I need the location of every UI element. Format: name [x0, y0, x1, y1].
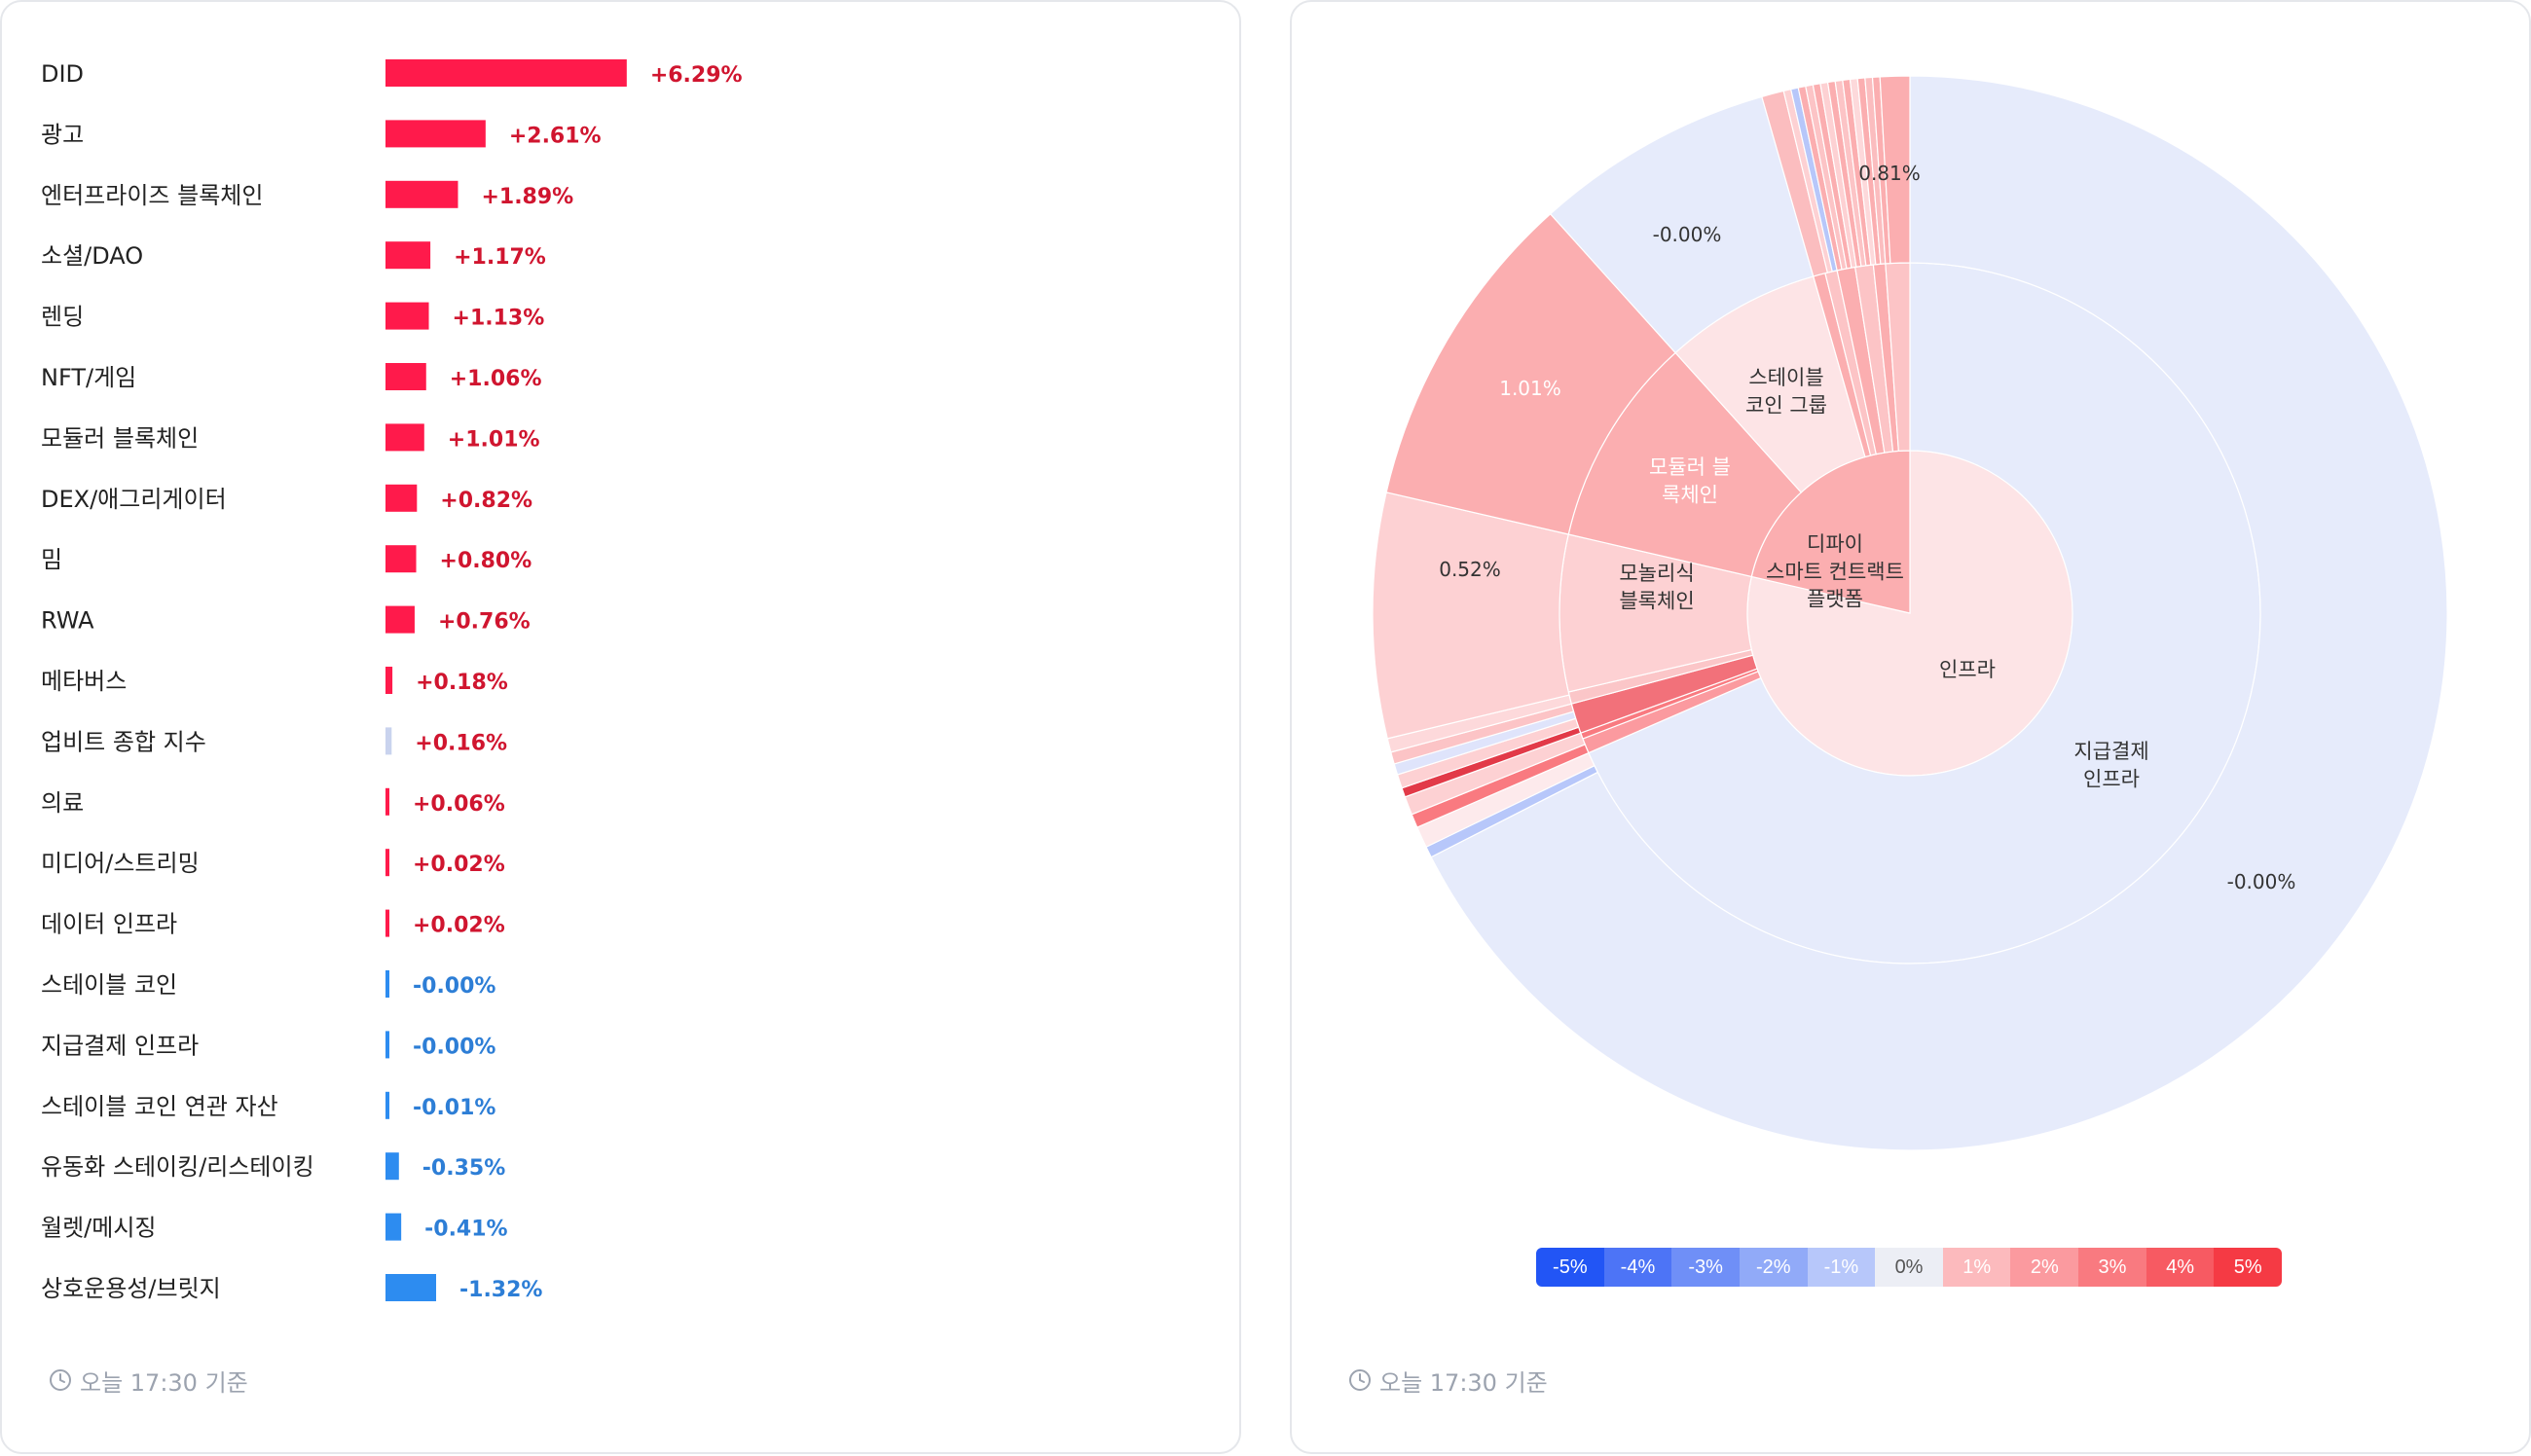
color-scale-step: -5%	[1536, 1248, 1604, 1287]
bar-mark[interactable]	[385, 667, 393, 694]
bar-category-label: 렌딩	[41, 304, 84, 331]
bar-mark[interactable]	[385, 363, 426, 390]
sunburst-middle-label: 모듈러 블 록체인	[1649, 455, 1731, 506]
bar-category-label: 월렛/메시징	[41, 1215, 157, 1242]
color-scale-step: 1%	[1942, 1248, 2011, 1287]
bar-mark[interactable]	[385, 970, 389, 998]
bar-value-label: +0.02%	[413, 914, 505, 938]
sunburst-outer-label: -0.00%	[2227, 870, 2296, 893]
bar-category-label: 스테이블 코인	[41, 971, 177, 999]
bar-mark[interactable]	[385, 545, 417, 573]
sunburst-middle-label: 스테이블 코인 그룹	[1745, 366, 1827, 417]
bar-value-label: +0.06%	[413, 792, 505, 817]
sunburst-outer-segment[interactable]	[1372, 491, 1570, 740]
bar-mark[interactable]	[385, 727, 392, 755]
sector-bar-panel: DID +6.29% 광고 +2.61% 엔터프라이즈 블록체인 +1.89% 소셜/DAO…	[0, 0, 1241, 1454]
bar-mark[interactable]	[385, 302, 429, 330]
bar-mark[interactable]	[385, 180, 459, 208]
bar-category-label: 미디어/스트리밍	[41, 850, 200, 877]
bar-mark[interactable]	[385, 1274, 437, 1301]
bar-category-label: 상호운용성/브릿지	[41, 1275, 221, 1302]
bar-value-label: +0.16%	[415, 731, 507, 755]
bar-category-label: 엔터프라이즈 블록체인	[41, 182, 263, 209]
color-scale-legend: -5% -4% -3% -2% -1% 0% 1% 2% 3% 4% 5%	[1536, 1248, 2282, 1287]
bar-category-label: 의료	[41, 789, 84, 817]
bar-value-label: +0.80%	[440, 549, 532, 573]
sunburst-inner-label: 인프라	[1939, 658, 1996, 681]
clock-icon	[50, 1369, 71, 1391]
right-timestamp: 오늘 17:30 기준	[1348, 1361, 1548, 1400]
bar-value-label: -0.00%	[413, 974, 495, 999]
bar-category-label: DID	[41, 60, 84, 88]
bar-value-label: -0.00%	[413, 1035, 495, 1059]
bar-mark[interactable]	[385, 1031, 389, 1059]
bar-mark[interactable]	[385, 787, 389, 816]
bar-value-label: +6.29%	[650, 63, 743, 88]
color-scale-step: 0%	[1875, 1248, 1943, 1287]
bar-value-label: +0.02%	[413, 853, 505, 877]
bar-mark[interactable]	[385, 1213, 402, 1241]
sunburst-outer-label: 0.52%	[1439, 558, 1501, 581]
sunburst-outer-label: 0.81%	[1858, 162, 1921, 185]
bar-value-label: +1.01%	[448, 427, 540, 452]
bar-mark[interactable]	[385, 59, 627, 87]
right-timestamp-text: 오늘 17:30 기준	[1379, 1368, 1548, 1397]
bar-category-label: RWA	[41, 607, 94, 635]
sector-bar-chart: DID +6.29% 광고 +2.61% 엔터프라이즈 블록체인 +1.89% 소셜/DAO…	[41, 59, 743, 1302]
bar-value-label: +0.18%	[416, 671, 508, 695]
clock-icon	[1349, 1369, 1371, 1391]
bar-value-label: +1.89%	[481, 185, 573, 209]
bar-value-label: +1.17%	[454, 245, 546, 270]
bar-category-label: 광고	[41, 121, 84, 148]
bar-category-label: 데이터 인프라	[41, 911, 177, 938]
left-timestamp-text: 오늘 17:30 기준	[80, 1368, 248, 1397]
bar-category-label: 메타버스	[41, 668, 127, 695]
bar-category-label: 소셜/DAO	[41, 242, 143, 270]
sunburst-outer-label: 1.01%	[1499, 377, 1561, 400]
bar-category-label: 업비트 종합 지수	[41, 728, 206, 755]
bar-category-label: NFT/게임	[41, 364, 136, 391]
sunburst-outer-segment[interactable]	[1879, 75, 1911, 265]
sunburst-middle-label: 모놀리식 블록체인	[1619, 562, 1694, 612]
color-scale-step: -2%	[1739, 1248, 1808, 1287]
bar-category-label: 모듈러 블록체인	[41, 424, 199, 452]
bar-value-label: +1.13%	[453, 307, 545, 331]
bar-mark[interactable]	[385, 849, 389, 877]
color-scale-step: -3%	[1671, 1248, 1740, 1287]
color-scale-step: 3%	[2078, 1248, 2146, 1287]
bar-mark[interactable]	[385, 241, 431, 270]
bar-category-label: DEX/애그리게이터	[41, 486, 227, 513]
color-scale-step: 2%	[2010, 1248, 2079, 1287]
color-scale-step: 4%	[2146, 1248, 2215, 1287]
bar-mark[interactable]	[385, 120, 486, 148]
bar-category-label: 유동화 스테이킹/리스테이킹	[41, 1153, 314, 1181]
bar-value-label: -1.32%	[459, 1278, 542, 1302]
bar-category-label: 밈	[41, 546, 62, 573]
color-scale-step: -4%	[1603, 1248, 1672, 1287]
bar-mark[interactable]	[385, 1091, 389, 1119]
bar-value-label: -0.01%	[413, 1096, 495, 1120]
bar-value-label: -0.35%	[422, 1156, 505, 1181]
bar-value-label: +0.76%	[438, 610, 531, 635]
sunburst-outer-segment[interactable]	[1430, 75, 2448, 1151]
bar-value-label: +0.82%	[440, 489, 532, 513]
sunburst-inner-label: 디파이 스마트 컨트랙트 플랫폼	[1766, 532, 1904, 611]
bar-mark[interactable]	[385, 1152, 399, 1181]
bar-mark[interactable]	[385, 484, 418, 512]
bar-value-label: +2.61%	[509, 124, 602, 148]
bar-value-label: +1.06%	[450, 367, 542, 391]
bar-mark[interactable]	[385, 909, 389, 937]
color-scale-step: 5%	[2214, 1248, 2282, 1287]
bar-category-label: 지급결제 인프라	[41, 1032, 199, 1059]
bar-mark[interactable]	[385, 423, 424, 452]
color-scale-step: -1%	[1807, 1248, 1876, 1287]
sunburst-middle-label: 지급결제 인프라	[2073, 740, 2148, 790]
left-timestamp: 오늘 17:30 기준	[49, 1361, 248, 1400]
sunburst-outer-label: -0.00%	[1653, 223, 1722, 246]
bar-mark[interactable]	[385, 605, 415, 634]
bar-value-label: -0.41%	[424, 1218, 507, 1242]
bar-category-label: 스테이블 코인 연관 자산	[41, 1093, 278, 1120]
